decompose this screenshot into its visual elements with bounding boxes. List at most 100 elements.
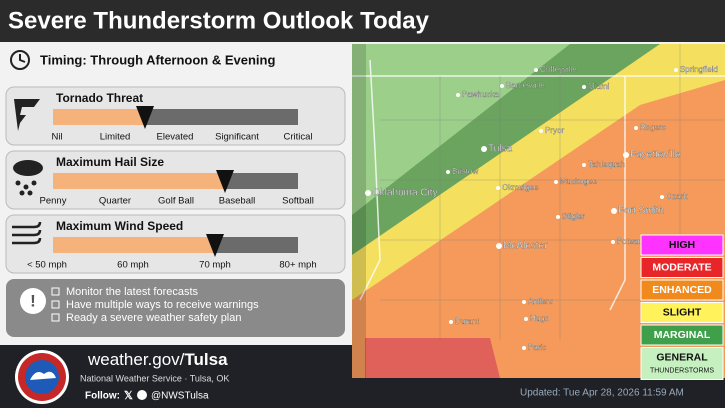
legend-label: GENERAL <box>656 351 708 363</box>
hail-stone <box>27 190 33 196</box>
legend-label: MARGINAL <box>654 329 711 341</box>
threat-title: Tornado Threat <box>56 91 143 105</box>
city-label: Hugo <box>530 314 550 323</box>
city-dot <box>496 186 500 190</box>
city-dot <box>674 68 678 72</box>
tornado-icon <box>14 99 40 131</box>
legend-sublabel: THUNDERSTORMS <box>650 367 714 374</box>
website-prefix: weather.gov/ <box>87 350 185 369</box>
city-dot <box>534 68 538 72</box>
tip: Ready a severe weather safety plan <box>66 312 242 324</box>
hail-stone <box>15 180 21 186</box>
scale-label: < 50 mph <box>27 260 67 271</box>
scale-label: Penny <box>40 196 67 207</box>
tip-checkbox <box>51 287 60 296</box>
general-area <box>352 44 570 215</box>
hail-stone <box>19 190 25 196</box>
city-label: Fayetteville <box>630 150 681 161</box>
alert-icon <box>20 288 46 314</box>
scale-label: Quarter <box>99 196 131 207</box>
map: Coffeyville Springfield Pawhuska Bartlesvil… <box>352 44 725 378</box>
legend-label: HIGH <box>669 239 695 251</box>
city-label: Pawhuska <box>462 90 499 99</box>
website: weather.gov/Tulsa <box>87 350 228 369</box>
threat-icon <box>13 160 43 196</box>
scale-label: Elevated <box>157 132 194 143</box>
hail-stone <box>23 184 29 190</box>
scale-label: 60 mph <box>117 260 149 271</box>
city-label: Rogers <box>640 123 666 132</box>
gauge-fill <box>53 237 215 253</box>
city-dot <box>611 240 615 244</box>
city-dot <box>623 152 629 158</box>
city-label: Okmulgee <box>502 183 539 192</box>
legend-swatch <box>640 279 724 301</box>
city-dot <box>449 320 453 324</box>
moderate-area <box>365 338 500 378</box>
clock-hands <box>19 54 26 63</box>
city-dot <box>496 243 502 249</box>
city-dot <box>456 93 460 97</box>
title: Severe Thunderstorm Outlook Today <box>8 7 430 34</box>
handle: @NWSTulsa <box>151 391 209 402</box>
map-shade <box>352 44 366 378</box>
threat-icon <box>12 221 42 245</box>
city-label: Miami <box>588 82 610 91</box>
scale-label: 80+ mph <box>279 260 316 271</box>
legend-swatch <box>640 324 724 346</box>
legend-swatch <box>640 347 724 380</box>
website-office: Tulsa <box>184 350 228 369</box>
gauge-marker <box>136 106 154 129</box>
gauge-fill <box>53 173 225 189</box>
city-dot <box>660 195 664 199</box>
tip: Monitor the latest forecasts <box>66 286 199 298</box>
city-label: Oklahoma City <box>372 188 438 199</box>
gauge-marker <box>206 234 224 257</box>
city-label: Stigler <box>562 212 585 221</box>
threat-icon <box>14 99 40 131</box>
city-dot <box>522 346 526 350</box>
city-label: Antlers <box>528 297 553 306</box>
city-label: Springfield <box>680 65 718 74</box>
updated: Updated: Tue Apr 28, 2026 11:59 AM <box>520 388 684 399</box>
legend-label: MODERATE <box>652 261 711 273</box>
city-dot <box>539 129 543 133</box>
wind-line <box>12 229 42 237</box>
threat-title: Maximum Hail Size <box>56 155 164 169</box>
header-bar <box>0 0 725 42</box>
gauge-marker <box>216 170 234 193</box>
city-dot <box>481 146 487 152</box>
city-dot <box>634 126 638 130</box>
scale-label: Critical <box>283 132 312 143</box>
city-label: Durant <box>455 317 480 326</box>
scale-label: Golf Ball <box>158 196 194 207</box>
wind-line <box>12 237 42 245</box>
city-label: Paris <box>528 343 546 352</box>
city-label: Coffeyville <box>540 65 577 74</box>
legend-swatch <box>640 234 724 256</box>
scale-label: Significant <box>215 132 259 143</box>
nws-logo-cloud <box>30 371 56 380</box>
timing: Timing: Through Afternoon & Evening <box>40 52 275 67</box>
threat-title: Maximum Wind Speed <box>56 219 183 233</box>
city-label: Tahlequah <box>588 160 625 169</box>
city-label: McAlester <box>503 241 548 252</box>
facebook-icon <box>137 390 147 400</box>
scale-label: Limited <box>100 132 131 143</box>
tip-checkbox <box>51 313 60 322</box>
city-dot <box>611 208 617 214</box>
city-dot <box>522 300 526 304</box>
scale-label: Softball <box>282 196 314 207</box>
scale-label: Baseball <box>219 196 255 207</box>
follow: Follow: <box>85 391 120 402</box>
city-label: Bartlesville <box>506 81 545 90</box>
hail-stone <box>31 180 37 186</box>
gauge-fill <box>53 109 145 125</box>
city-dot <box>524 317 528 321</box>
tip: Have multiple ways to receive warnings <box>66 299 259 311</box>
city-dot <box>365 190 371 196</box>
city-label: Ozark <box>666 192 688 201</box>
legend-label: SLIGHT <box>663 306 702 318</box>
city-label: Muskogee <box>560 177 597 186</box>
